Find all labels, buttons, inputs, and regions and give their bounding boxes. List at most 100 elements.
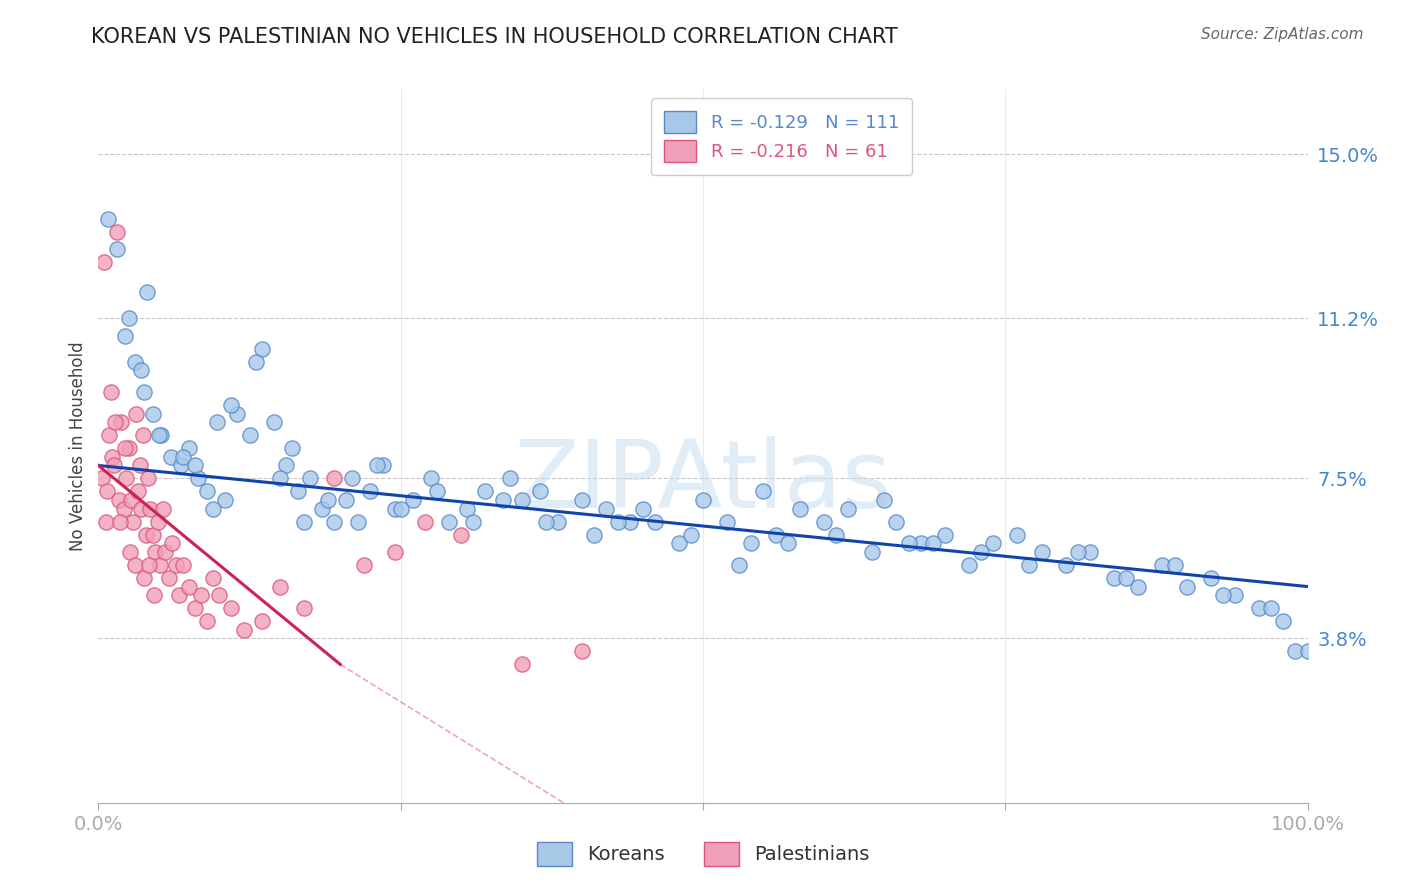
Point <box>765 527 787 541</box>
Point <box>1223 588 1246 602</box>
Point <box>165 558 187 572</box>
Point <box>100 450 122 464</box>
Point <box>160 536 183 550</box>
Point <box>534 515 557 529</box>
Point <box>239 428 262 442</box>
Point <box>353 558 375 572</box>
Point <box>1175 580 1198 594</box>
Legend: Koreans, Palestinians: Koreans, Palestinians <box>529 834 877 873</box>
Point <box>366 458 388 473</box>
Point <box>184 458 207 473</box>
Point <box>142 527 165 541</box>
Point <box>122 515 145 529</box>
Point <box>1296 644 1319 658</box>
Point <box>323 515 346 529</box>
Point <box>728 558 751 572</box>
Point <box>1031 545 1053 559</box>
Point <box>112 501 135 516</box>
Point <box>897 536 920 550</box>
Text: KOREAN VS PALESTINIAN NO VEHICLES IN HOUSEHOLD CORRELATION CHART: KOREAN VS PALESTINIAN NO VEHICLES IN HOU… <box>91 27 898 46</box>
Point <box>149 558 172 572</box>
Point <box>789 501 811 516</box>
Text: Source: ZipAtlas.com: Source: ZipAtlas.com <box>1201 27 1364 42</box>
Point <box>1078 545 1101 559</box>
Point <box>463 515 485 529</box>
Point <box>114 441 136 455</box>
Point <box>631 501 654 516</box>
Point <box>360 484 382 499</box>
Point <box>134 571 156 585</box>
Point <box>1212 588 1234 602</box>
Point <box>316 493 339 508</box>
Point <box>124 354 146 368</box>
Point <box>492 493 515 508</box>
Point <box>105 225 128 239</box>
Point <box>97 211 120 226</box>
Point <box>299 471 322 485</box>
Point <box>138 558 160 572</box>
Point <box>679 527 702 541</box>
Point <box>371 458 394 473</box>
Point <box>921 536 943 550</box>
Point <box>510 493 533 508</box>
Point <box>184 601 207 615</box>
Point <box>127 484 149 499</box>
Point <box>221 398 243 412</box>
Point <box>160 450 183 464</box>
Point <box>510 657 533 672</box>
Point <box>692 493 714 508</box>
Point <box>190 588 212 602</box>
Point <box>970 545 993 559</box>
Point <box>269 471 291 485</box>
Point <box>94 515 117 529</box>
Point <box>100 384 122 399</box>
Point <box>250 614 273 628</box>
Point <box>437 515 460 529</box>
Point <box>1284 644 1306 658</box>
Point <box>172 558 194 572</box>
Point <box>413 515 436 529</box>
Point <box>139 501 162 516</box>
Point <box>169 588 191 602</box>
Point <box>108 493 131 508</box>
Point <box>474 484 496 499</box>
Point <box>342 471 364 485</box>
Point <box>1115 571 1137 585</box>
Point <box>287 484 309 499</box>
Point <box>1249 601 1271 615</box>
Point <box>292 601 315 615</box>
Point <box>813 515 835 529</box>
Point <box>269 580 291 594</box>
Point <box>274 458 297 473</box>
Point <box>202 501 225 516</box>
Point <box>837 501 859 516</box>
Point <box>456 501 478 516</box>
Point <box>195 614 218 628</box>
Point <box>104 415 127 429</box>
Point <box>179 441 201 455</box>
Point <box>120 493 142 508</box>
Y-axis label: No Vehicles in Household: No Vehicles in Household <box>69 341 87 551</box>
Point <box>323 471 346 485</box>
Point <box>134 384 156 399</box>
Point <box>232 623 254 637</box>
Point <box>142 407 165 421</box>
Point <box>595 501 617 516</box>
Point <box>957 558 980 572</box>
Point <box>172 450 194 464</box>
Point <box>115 471 138 485</box>
Point <box>910 536 932 550</box>
Point <box>118 441 141 455</box>
Point <box>607 515 630 529</box>
Point <box>716 515 738 529</box>
Point <box>1102 571 1125 585</box>
Point <box>93 255 115 269</box>
Point <box>825 527 848 541</box>
Point <box>105 242 128 256</box>
Point <box>129 363 152 377</box>
Point <box>169 458 191 473</box>
Point <box>934 527 956 541</box>
Point <box>1067 545 1090 559</box>
Point <box>179 580 201 594</box>
Point <box>263 415 285 429</box>
